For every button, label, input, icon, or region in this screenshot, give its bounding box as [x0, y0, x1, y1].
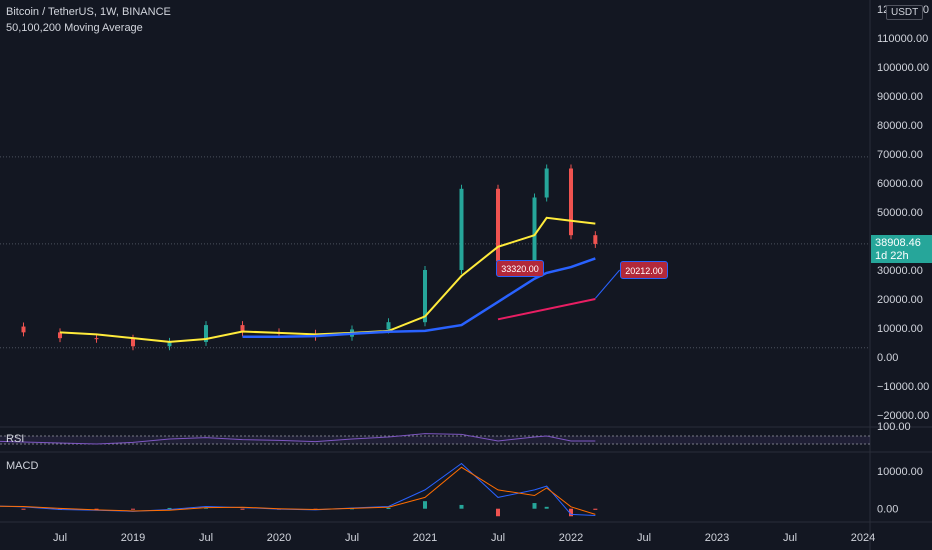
time-tick-label: Jul [783, 532, 797, 544]
candle [204, 325, 208, 342]
macd-tick-label: 0.00 [877, 504, 898, 516]
time-tick-label: 2022 [559, 532, 583, 544]
indicator-legend[interactable]: 50,100,200 Moving Average [6, 22, 143, 34]
macd-tick-label: 10000.00 [877, 466, 923, 478]
macd-label[interactable]: MACD [6, 460, 39, 472]
candle [240, 325, 245, 333]
price-tick-label: 10000.00 [877, 323, 923, 335]
time-tick-label: 2020 [267, 532, 291, 544]
time-tick-label: 2021 [413, 532, 437, 544]
candle [459, 188, 464, 270]
price-annotation[interactable]: 20212.00 [620, 261, 668, 279]
price-tick-label: 70000.00 [877, 149, 923, 161]
macd-pane[interactable] [0, 462, 598, 517]
macd-histogram-bar [204, 507, 208, 509]
time-tick-label: 2019 [121, 532, 145, 544]
price-tick-label: 60000.00 [877, 178, 923, 190]
candle [21, 326, 26, 333]
macd-histogram-bar [94, 508, 99, 510]
macd-histogram-bar [386, 507, 391, 509]
candle [94, 338, 99, 340]
macd-histogram-bar [496, 508, 500, 517]
price-tick-label: 20000.00 [877, 294, 923, 306]
candle [496, 188, 500, 262]
price-tick-label: 30000.00 [877, 265, 923, 277]
rsi-band [0, 436, 870, 444]
macd-histogram-bar [21, 508, 26, 510]
trend-line [594, 269, 621, 299]
macd-histogram-bar [532, 503, 537, 509]
time-tick-label: Jul [199, 532, 213, 544]
time-axis[interactable]: Jul 2019 Jul 2020 Jul 2021 Jul 2022 Jul 2023 Jul 20… [53, 532, 875, 544]
candle [544, 168, 549, 198]
trend-line [497, 298, 596, 321]
rsi-line [0, 433, 596, 445]
price-tick-label: 0.00 [877, 352, 898, 364]
signal-line [0, 466, 596, 515]
bar-countdown: 1d 22h [875, 250, 909, 262]
candle [58, 332, 62, 339]
chart-title: Bitcoin / TetherUS, 1W, BINANCE [6, 6, 171, 18]
moving-average-line [242, 257, 596, 338]
time-tick-label: Jul [345, 532, 359, 544]
price-tick-label: 100000.00 [877, 62, 929, 74]
candle [386, 322, 391, 330]
price-tick-label: 80000.00 [877, 120, 923, 132]
price-pane[interactable] [0, 156, 870, 351]
rsi-pane[interactable] [0, 433, 870, 445]
rsi-label[interactable]: RSI [6, 433, 25, 445]
candle [131, 338, 135, 347]
price-annotation[interactable]: 33320.00 [496, 260, 544, 277]
price-tick-label: 90000.00 [877, 91, 923, 103]
macd-histogram-bar [240, 508, 245, 510]
macd-histogram-bar [459, 504, 464, 509]
last-price-label: 38908.46 1d 22h [871, 235, 932, 263]
candle [423, 270, 427, 323]
time-tick-label: 2023 [705, 532, 729, 544]
rsi-tick-label: 100.00 [877, 421, 911, 433]
time-tick-label: 2024 [851, 532, 875, 544]
macd-histogram-bar [544, 506, 549, 509]
candle [569, 168, 573, 236]
macd-histogram-bar [593, 508, 598, 510]
price-tick-label: −10000.00 [877, 381, 929, 393]
macd-histogram-bar [131, 508, 135, 510]
time-tick-label: Jul [53, 532, 67, 544]
macd-histogram-bar [167, 507, 172, 509]
macd-histogram-bar [569, 508, 573, 517]
candle [532, 197, 537, 262]
time-tick-label: Jul [491, 532, 505, 544]
macd-histogram-bar [423, 501, 427, 509]
price-tick-label: 50000.00 [877, 207, 923, 219]
price-tick-label: −20000.00 [877, 410, 929, 422]
price-tick-label: 110000.00 [877, 33, 928, 45]
candle [167, 341, 172, 347]
last-price-value: 38908.46 [875, 237, 921, 249]
time-tick-label: Jul [637, 532, 651, 544]
currency-badge[interactable]: USDT [886, 5, 924, 20]
candle [593, 235, 598, 244]
